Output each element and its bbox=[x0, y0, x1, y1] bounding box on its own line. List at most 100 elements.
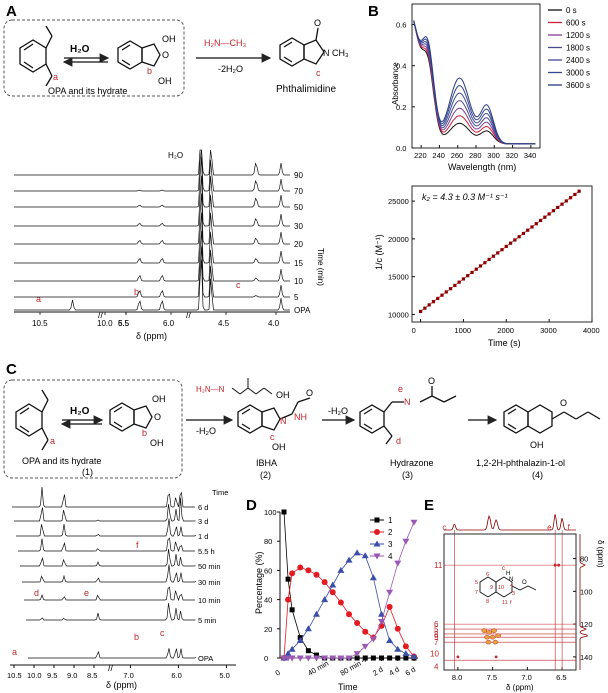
uv-vis-chart: Absorbance Wavelength (nm) 220 240 260 280 3… bbox=[391, 3, 590, 172]
pct-marker bbox=[337, 655, 345, 662]
uv-xlabel: Wavelength (nm) bbox=[448, 162, 516, 172]
hsqc-label-5: 5 bbox=[434, 625, 439, 634]
hsqc-cross-peak bbox=[484, 634, 490, 640]
nh-ibha: NH bbox=[294, 412, 307, 422]
pct-marker bbox=[362, 655, 368, 661]
pct-ytick-label: 100 bbox=[264, 508, 277, 517]
kin-data-point bbox=[440, 293, 444, 297]
peak-c-d: d bbox=[34, 588, 39, 598]
nmr-a-trace bbox=[14, 246, 290, 298]
compound-4: (4) bbox=[532, 470, 543, 480]
scheme-a: a H₂O OH OH O b OPA and its hydrate H₂N—… bbox=[3, 18, 349, 97]
hydrazone-label: Hydrazone bbox=[390, 458, 434, 468]
oh-c-bottom: OH bbox=[150, 438, 164, 448]
inset-label-11: 11 bbox=[502, 600, 508, 606]
pct-marker bbox=[329, 655, 337, 662]
hydrate-structure-c bbox=[109, 402, 153, 432]
hsqc-label-4: 4 bbox=[434, 663, 439, 672]
nmr-c-trace bbox=[22, 564, 197, 583]
pct-marker bbox=[285, 576, 291, 582]
pct-legend-label: 2 bbox=[388, 528, 393, 537]
inset-ester-chain bbox=[511, 585, 537, 591]
nmr-stack-a: H₂O Time (min) // // δ (ppm) a b c 90 70 5… bbox=[14, 149, 325, 341]
pct-marker bbox=[386, 589, 394, 596]
hsqc-cross-peak bbox=[481, 628, 488, 633]
nmr-c-xlabel: δ (ppm) bbox=[106, 680, 137, 690]
hsqc-label-8: 8 bbox=[434, 630, 439, 639]
pct-xtick-label: 80 min bbox=[339, 659, 363, 678]
nmr-c-trace-label: 1 d bbox=[198, 532, 208, 541]
peak-c-label: c bbox=[236, 280, 241, 290]
pct-marker bbox=[285, 596, 292, 603]
pct-xtick-label: 0 bbox=[274, 668, 282, 678]
kin-data-point bbox=[534, 222, 538, 226]
kin-ytick-label: 15000 bbox=[388, 273, 409, 282]
ibha-label: IBHA bbox=[256, 458, 277, 468]
nmr-c-trace bbox=[18, 537, 195, 553]
opa-box bbox=[3, 19, 185, 97]
pct-ytick-label: 80 bbox=[264, 537, 272, 546]
o-carbonyl: O bbox=[314, 18, 321, 28]
pct-marker bbox=[337, 566, 345, 573]
pct-legend-marker bbox=[373, 553, 381, 560]
pct-marker bbox=[297, 564, 304, 571]
kin-data-point bbox=[470, 270, 474, 275]
inset-label-8: 8 bbox=[486, 599, 489, 605]
nmr-a-tick-label: 6.5 bbox=[118, 319, 130, 328]
nmr-a-trace-label: 50 bbox=[294, 203, 303, 212]
nmr-c-tick-label: 6.0 bbox=[171, 671, 181, 680]
inset-label-7: 7 bbox=[475, 590, 478, 596]
pct-marker bbox=[288, 645, 296, 652]
kin-xtick-label: 2000 bbox=[497, 326, 514, 335]
kin-xtick-label: 3000 bbox=[540, 326, 557, 335]
uv-legend-label: 3000 s bbox=[566, 69, 590, 78]
kin-data-point bbox=[483, 261, 487, 265]
inset-label-5: 5 bbox=[475, 580, 478, 586]
pct-marker bbox=[284, 650, 292, 657]
reagent-methylamine: H₂N—CH₃ bbox=[204, 38, 246, 48]
hsqc-ylabel: δ (ppm) bbox=[596, 540, 605, 568]
hsqc-label-10: 10 bbox=[430, 650, 439, 659]
nmr-a-xlabel: δ (ppm) bbox=[136, 331, 167, 341]
inset-label-10: 10 bbox=[498, 585, 504, 591]
nmr-c-trace bbox=[12, 486, 195, 508]
time-axis-label: Time (min) bbox=[316, 248, 325, 286]
pct-marker bbox=[313, 571, 320, 578]
pct-ytick-label: 20 bbox=[264, 625, 272, 634]
kin-ytick-label: 20000 bbox=[388, 235, 409, 244]
uv-legend-label: 1200 s bbox=[566, 31, 590, 40]
hsqc-inset-structure: cHN O 3 4 5 6 7 8 9 10 11 f bbox=[475, 566, 537, 606]
pct-marker bbox=[313, 655, 320, 662]
percentage-chart: Percentage (%) Time 0 20 40 60 80 100 0 40 min 8… bbox=[254, 508, 418, 692]
uv-legend-label: 3600 s bbox=[566, 81, 590, 90]
kin-data-point bbox=[538, 218, 543, 223]
inset-label-h: H bbox=[506, 571, 510, 577]
pct-marker bbox=[288, 655, 296, 662]
uv-legend-label: 1800 s bbox=[566, 44, 590, 53]
pct-marker bbox=[314, 652, 319, 658]
atom-label-a: a bbox=[53, 72, 58, 82]
nmr-a-trace-label: 70 bbox=[294, 187, 303, 196]
ch3-group: CH₃ bbox=[332, 48, 349, 58]
uv-legend-label: 2400 s bbox=[566, 56, 590, 65]
kin-data-point bbox=[500, 248, 504, 252]
pct-marker bbox=[354, 655, 360, 661]
pct-xtick-label: 4 d bbox=[387, 665, 401, 678]
hsqc-label-9: 9 bbox=[434, 633, 439, 642]
pct-marker bbox=[289, 570, 296, 577]
nmr-a-tick-label: 10.0 bbox=[97, 319, 113, 328]
uv-ytick-label: 0.2 bbox=[396, 103, 406, 112]
hsqc-ytick-label: 80 bbox=[580, 555, 588, 564]
nmr-a-trace-label: 20 bbox=[294, 240, 303, 249]
hsqc-cross-peak bbox=[495, 633, 502, 638]
pct-marker bbox=[386, 603, 393, 610]
hsqc-cross-peak bbox=[486, 630, 493, 635]
pct-marker bbox=[329, 581, 337, 588]
atom-label-c-a: a bbox=[50, 436, 55, 446]
pct-marker bbox=[321, 655, 329, 662]
kin-data-point bbox=[436, 296, 440, 301]
atom-label-c-b: b bbox=[142, 428, 147, 438]
uv-ytick-label: 0.0 bbox=[396, 144, 406, 153]
kin-data-point bbox=[448, 287, 453, 291]
uv-xtick-label: 340 bbox=[524, 151, 537, 160]
